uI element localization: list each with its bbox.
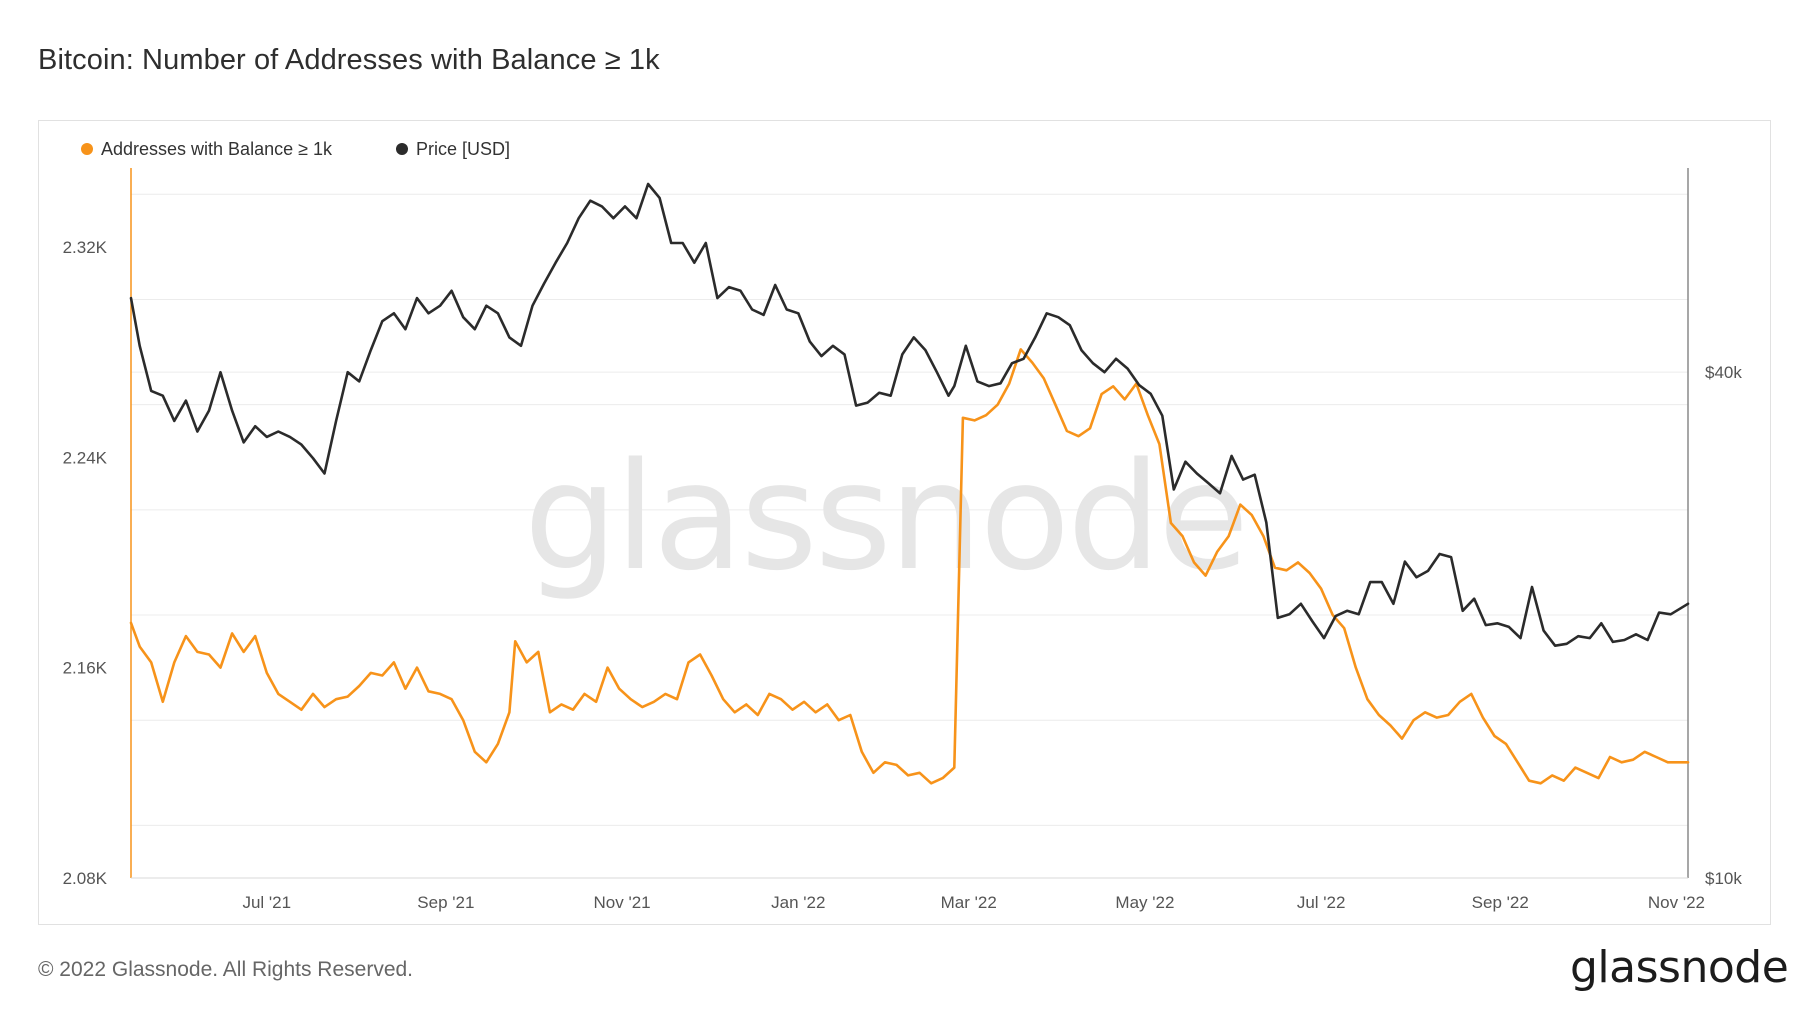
legend-label-price: Price [USD]: [416, 139, 510, 159]
legend-label-addresses: Addresses with Balance ≥ 1k: [101, 139, 333, 159]
grid-lines: [131, 193, 1688, 879]
y-left-tick-label: 2.08K: [63, 869, 108, 888]
y-left-tick-label: 2.24K: [63, 448, 108, 467]
y-right-tick-label: $10k: [1705, 869, 1742, 888]
legend-dot-price: [396, 143, 408, 155]
x-tick-label: Sep '21: [417, 893, 474, 912]
x-tick-label: Mar '22: [941, 893, 997, 912]
x-tick-label: May '22: [1115, 893, 1174, 912]
series-addresses: [129, 348, 1690, 785]
copyright-footer: © 2022 Glassnode. All Rights Reserved.: [38, 958, 414, 981]
axes: 2.08K 2.16K 2.24K 2.32K $10k $40k Jul '21 Sep '…: [63, 168, 1742, 912]
x-tick-label: Nov '21: [594, 893, 651, 912]
y-left-tick-label: 2.16K: [63, 659, 108, 678]
watermark: glassnode: [524, 431, 1246, 603]
glassnode-logo: glassnode: [1570, 942, 1789, 993]
x-tick-label: Sep '22: [1472, 893, 1529, 912]
x-tick-label: Nov '22: [1648, 893, 1705, 912]
line-price: [129, 182, 1690, 647]
x-tick-label: Jul '21: [242, 893, 291, 912]
legend-item-price[interactable]: Price [USD]: [396, 139, 510, 159]
x-tick-label: Jul '22: [1297, 893, 1346, 912]
line-addresses: [129, 348, 1690, 785]
legend-dot-addresses: [81, 143, 93, 155]
x-tick-label: Jan '22: [771, 893, 825, 912]
y-left-tick-label: 2.32K: [63, 238, 108, 257]
series-price: [129, 182, 1690, 647]
chart-title: Bitcoin: Number of Addresses with Balanc…: [38, 44, 660, 76]
legend-item-addresses[interactable]: Addresses with Balance ≥ 1k: [81, 139, 333, 159]
legend: Addresses with Balance ≥ 1k Price [USD]: [81, 139, 510, 159]
y-right-tick-label: $40k: [1705, 363, 1742, 382]
chart-frame: [38, 120, 1771, 925]
